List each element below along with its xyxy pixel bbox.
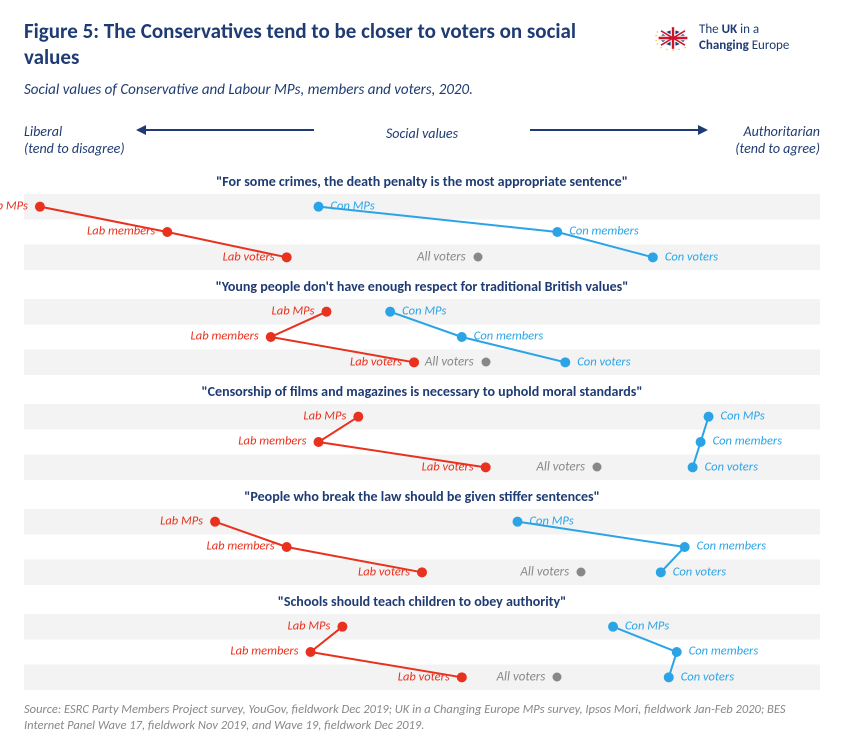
con-point <box>672 646 682 656</box>
all-voters-point <box>481 357 490 366</box>
figure-title: Figure 5: The Conservatives tend to be c… <box>24 18 584 71</box>
con-point <box>457 331 467 341</box>
con-line <box>613 626 677 677</box>
axis-right-top: Authoritarian <box>735 123 820 140</box>
axis-center-label: Social values <box>386 125 458 142</box>
chart-strip: Lab MPsLab membersLab votersCon MPsCon m… <box>24 614 820 690</box>
chart-svg <box>24 299 820 375</box>
chart-panel: "Schools should teach children to obey a… <box>24 593 820 690</box>
title-block: Figure 5: The Conservatives tend to be c… <box>24 18 655 99</box>
chart-svg <box>24 404 820 480</box>
question-title: "Schools should teach children to obey a… <box>24 593 820 610</box>
all-voters-label: All voters <box>417 249 472 264</box>
labour-point <box>210 516 220 526</box>
brand-line2: Europe <box>752 38 790 53</box>
chart-panel: "Young people don't have enough respect … <box>24 278 820 375</box>
con-point <box>664 672 674 682</box>
brand-bold1: UK <box>722 22 741 37</box>
labour-line <box>319 416 486 467</box>
all-voters-point <box>593 462 602 471</box>
brand-line1a: The <box>699 22 722 37</box>
labour-point <box>337 621 347 631</box>
con-point <box>688 462 698 472</box>
labour-point <box>266 331 276 341</box>
uk-flag-icon <box>655 24 691 52</box>
axis-right-label: Authoritarian (tend to agree) <box>735 123 820 157</box>
source-note: Source: ESRC Party Members Project surve… <box>24 702 820 736</box>
question-title: "Young people don't have enough respect … <box>24 278 820 295</box>
all-voters-label: All voters <box>497 669 552 684</box>
labour-point <box>353 411 363 421</box>
question-title: "For some crimes, the death penalty is t… <box>24 173 820 190</box>
chart-panel: "Censorship of films and magazines is ne… <box>24 383 820 480</box>
con-point <box>696 436 706 446</box>
axis-right-sub: (tend to agree) <box>735 140 820 157</box>
labour-point <box>162 226 172 236</box>
labour-point <box>282 252 292 262</box>
labour-line <box>271 311 414 362</box>
axis-left-sub: (tend to disagree) <box>24 140 125 157</box>
chart-svg <box>24 614 820 690</box>
axis-arrow-left-icon <box>144 129 314 131</box>
con-point <box>608 621 618 631</box>
labour-point <box>282 541 292 551</box>
figure-subtitle: Social values of Conservative and Labour… <box>24 81 655 99</box>
question-title: "Censorship of films and magazines is ne… <box>24 383 820 400</box>
con-point <box>704 411 714 421</box>
labour-point <box>409 357 419 367</box>
con-point <box>656 567 666 577</box>
axis-header: Liberal (tend to disagree) Social values… <box>24 123 820 167</box>
labour-point <box>306 646 316 656</box>
con-point <box>513 516 523 526</box>
chart-strip: Lab MPsLab membersLab votersCon MPsCon m… <box>24 509 820 585</box>
labour-point <box>321 306 331 316</box>
brand-logo: The UK in a Changing Europe <box>655 18 820 53</box>
all-voters-point <box>553 672 562 681</box>
con-point <box>385 306 395 316</box>
labour-point <box>35 201 45 211</box>
brand-bold2: Changing <box>699 38 752 53</box>
all-voters-point <box>473 252 482 261</box>
chart-panel: "For some crimes, the death penalty is t… <box>24 173 820 270</box>
labour-point <box>481 462 491 472</box>
chart-strip: Lab MPsLab membersLab votersCon MPsCon m… <box>24 194 820 270</box>
labour-line <box>215 521 422 572</box>
all-voters-label: All voters <box>536 459 591 474</box>
all-voters-label: All voters <box>520 564 575 579</box>
chart-strip: Lab MPsLab membersLab votersCon MPsCon m… <box>24 404 820 480</box>
chart-svg <box>24 509 820 585</box>
axis-left-top: Liberal <box>24 123 125 140</box>
con-point <box>680 541 690 551</box>
axis-arrow-right-icon <box>530 129 700 131</box>
header: Figure 5: The Conservatives tend to be c… <box>24 18 820 99</box>
labour-line <box>311 626 462 677</box>
labour-point <box>417 567 427 577</box>
chart-panels: "For some crimes, the death penalty is t… <box>24 173 820 690</box>
con-line <box>319 206 653 257</box>
con-point <box>648 252 658 262</box>
con-point <box>552 226 562 236</box>
brand-text: The UK in a Changing Europe <box>699 22 789 53</box>
question-title: "People who break the law should be give… <box>24 488 820 505</box>
labour-point <box>457 672 467 682</box>
chart-strip: Lab MPsLab membersLab votersCon MPsCon m… <box>24 299 820 375</box>
chart-panel: "People who break the law should be give… <box>24 488 820 585</box>
con-point <box>560 357 570 367</box>
axis-left-label: Liberal (tend to disagree) <box>24 123 125 157</box>
all-voters-point <box>577 567 586 576</box>
brand-line1b: in a <box>740 22 759 37</box>
labour-point <box>314 436 324 446</box>
all-voters-label: All voters <box>425 354 480 369</box>
con-point <box>314 201 324 211</box>
